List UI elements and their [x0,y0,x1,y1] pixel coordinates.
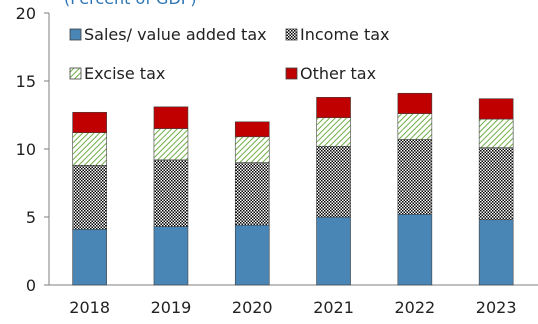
bar-segment [397,113,433,140]
bar-segment [72,132,107,166]
x-tick-label: 2023 [476,298,517,317]
legend-label: Income tax [300,25,390,44]
bar-segment [478,98,514,120]
bar-segment [478,118,514,148]
bar-segment [153,128,189,161]
bar-segment [234,136,270,163]
bar-segment [316,117,351,147]
legend-label: Sales/ value added tax [84,25,267,44]
legend-swatch [285,67,298,80]
bar-segment [153,159,189,227]
y-tick-label: 20 [16,4,36,23]
legend: Sales/ value added tax Income tax Excise t… [69,25,390,83]
x-tick-label: 2021 [313,298,354,317]
bar-segment [397,139,433,215]
bar-segment [72,228,107,286]
legend-label: Other tax [300,64,376,83]
bar-segment [478,147,514,221]
bar-segment [72,165,107,230]
bar-segment [72,111,107,133]
x-tick-label: 2022 [394,298,435,317]
bar-segment [316,216,351,286]
bar-segment [153,106,189,129]
bar-segment [397,213,433,286]
x-tick-label: 2019 [151,298,192,317]
y-tick-label: 15 [16,72,36,91]
y-tick-label: 10 [16,140,36,159]
legend-label: Excise tax [84,64,165,83]
y-tick-label: 5 [26,208,36,227]
legend-swatch [69,28,82,41]
x-axis: 2018 2019 2020 2021 2022 2023 [49,284,538,317]
bar-segment [234,121,270,138]
bar-segment [478,219,514,286]
x-tick-label: 2018 [69,298,110,317]
bar-segment [316,97,351,119]
x-tick-label: 2020 [232,298,273,317]
legend-swatch [285,28,298,41]
bar-segment [153,226,189,286]
y-axis: 0 5 10 15 20 [16,4,50,295]
legend-swatch [69,67,82,80]
bars-group [72,92,514,286]
bar-segment [397,92,433,114]
bar-segment [234,224,270,286]
chart-subtitle: (Percent of GDP) [64,0,197,8]
bar-segment [234,162,270,226]
bar-segment [316,145,351,218]
y-tick-label: 0 [26,276,36,295]
